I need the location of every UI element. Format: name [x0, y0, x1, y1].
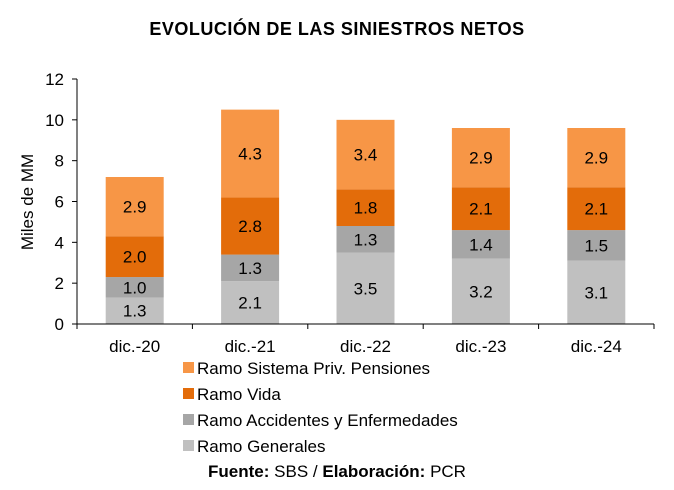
data-label: 2.8 [238, 217, 262, 236]
elaboration-value: PCR [430, 462, 466, 481]
source-label: Fuente: [208, 462, 269, 481]
legend-label: Ramo Accidentes y Enfermedades [197, 411, 458, 430]
data-label: 1.0 [123, 278, 147, 297]
y-axis-label: Miles de MM [18, 154, 37, 250]
legend: Ramo Sistema Priv. Pensiones Ramo Vida Ram… [183, 359, 458, 456]
x-tick-label: dic.-20 [109, 337, 160, 356]
bar-segment [451, 187, 510, 231]
data-label: 2.1 [238, 294, 262, 313]
bar-segment [105, 236, 164, 278]
legend-label: Ramo Vida [197, 385, 281, 404]
source-value: SBS / [274, 462, 318, 481]
x-tick-label: dic.-21 [225, 337, 276, 356]
bar-segment [221, 197, 280, 255]
x-tick-label: dic.-22 [340, 337, 391, 356]
bar-segment [221, 109, 280, 198]
legend-label: Ramo Generales [197, 437, 326, 456]
data-label: 3.5 [354, 279, 378, 298]
bar-segment [221, 281, 280, 324]
bar-segment [451, 258, 510, 324]
plot-area: 1.3 1.0 2.0 2.9 2.1 1.3 2.8 4.3 3.5 1.3 1.8 3.4 3.2 1… [105, 109, 626, 324]
chart-title: EVOLUCIÓN DE LAS SINIESTROS NETOS [149, 18, 524, 39]
bar-segment [567, 230, 626, 261]
bar-segment [105, 297, 164, 324]
axes: dic.-20 dic.-21 dic.-22 dic.-23 dic.-24 0 2 4 6 8… [45, 70, 655, 356]
y-tick-label: 8 [55, 152, 64, 171]
bar-segment [451, 128, 510, 188]
data-label: 1.8 [354, 199, 378, 218]
data-label: 1.3 [354, 230, 378, 249]
bar-segment [336, 252, 395, 324]
data-label: 2.1 [469, 200, 493, 219]
source-note: Fuente: SBS / Elaboración: PCR [208, 462, 466, 481]
data-label: 2.1 [584, 200, 608, 219]
data-label: 1.3 [123, 302, 147, 321]
elaboration-label: Elaboración: [322, 462, 425, 481]
y-tick-label: 6 [55, 193, 64, 212]
data-label: 3.2 [469, 282, 493, 301]
data-label: 2.9 [469, 149, 493, 168]
y-tick-label: 12 [45, 70, 64, 89]
bar-segment [221, 254, 280, 282]
y-tick-label: 4 [55, 233, 64, 252]
data-label: 2.0 [123, 248, 147, 267]
legend-swatch [183, 440, 194, 451]
bar-segment [105, 177, 164, 237]
bar-segment [105, 277, 164, 298]
data-label: 2.9 [123, 198, 147, 217]
data-label: 1.5 [584, 236, 608, 255]
legend-swatch [183, 362, 194, 373]
data-label: 1.4 [469, 235, 493, 254]
y-tick-label: 2 [55, 274, 64, 293]
y-tick-label: 0 [55, 315, 64, 334]
data-label: 4.3 [238, 145, 262, 164]
x-tick-label: dic.-24 [571, 337, 622, 356]
legend-label: Ramo Sistema Priv. Pensiones [197, 359, 430, 378]
bar-segment [451, 230, 510, 259]
data-label: 3.4 [354, 146, 378, 165]
bar-segment [336, 226, 395, 253]
y-tick-label: 10 [45, 111, 64, 130]
bar-segment [336, 189, 395, 226]
bar-segment [336, 119, 395, 190]
bar-segment [567, 128, 626, 188]
data-label: 2.9 [584, 149, 608, 168]
bar-segment [567, 260, 626, 324]
legend-swatch [183, 388, 194, 399]
bar-segment [567, 187, 626, 231]
data-label: 3.1 [584, 283, 608, 302]
data-label: 1.3 [238, 259, 262, 278]
x-tick-label: dic.-23 [455, 337, 506, 356]
legend-swatch [183, 414, 194, 425]
